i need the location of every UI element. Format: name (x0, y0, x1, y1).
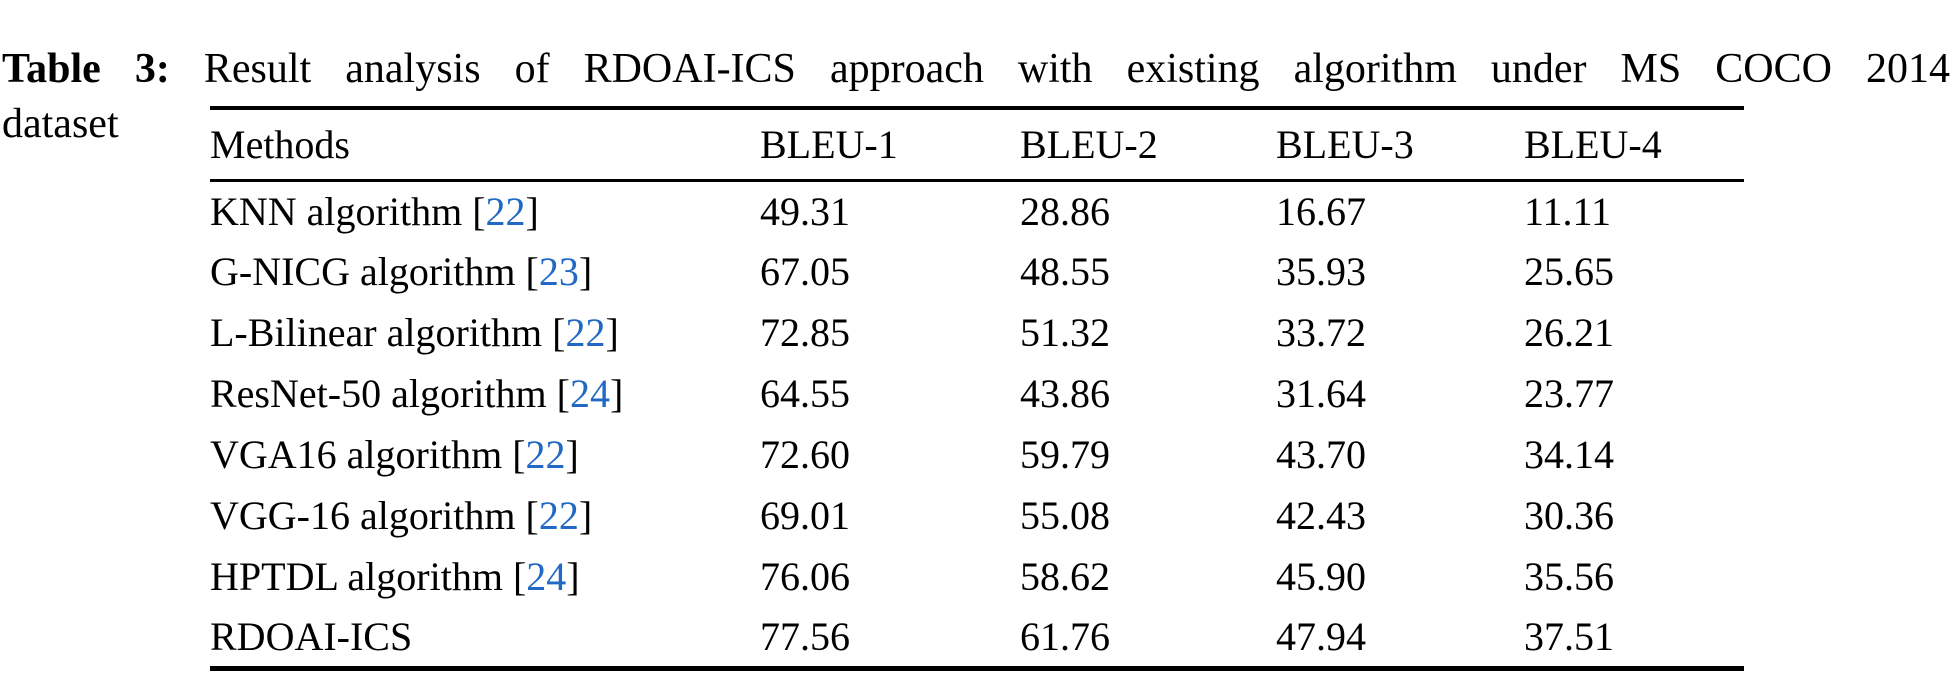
method-cell: VGA16 algorithm [22] (210, 424, 760, 485)
cell-value: 25.65 (1524, 249, 1614, 294)
cell-value: 58.62 (1020, 554, 1110, 599)
citation-link[interactable]: 22 (565, 310, 606, 355)
method-name: RDOAI-ICS (210, 613, 413, 659)
table-row: L-Bilinear algorithm [22] 72.85 51.32 33.72… (210, 302, 1744, 363)
cell-value: 31.64 (1276, 371, 1366, 416)
col-header-bleu-3: BLEU-3 (1276, 108, 1524, 182)
citation-link[interactable]: 24 (569, 371, 610, 416)
col-header-bleu-1: BLEU-1 (760, 108, 1020, 182)
cell-value: 59.79 (1020, 432, 1110, 477)
cell-value: 45.90 (1276, 554, 1366, 599)
citation: [24] (546, 371, 624, 416)
cell-value: 33.72 (1276, 310, 1366, 355)
caption-label: Table 3: (2, 46, 170, 92)
cell-value: 55.08 (1020, 493, 1110, 538)
cell-value: 72.85 (760, 310, 850, 355)
table-row: G-NICG algorithm [23] 67.05 48.55 35.93 25.6… (210, 241, 1744, 302)
citation: [22] (502, 432, 579, 477)
cell-value: 69.01 (760, 493, 850, 538)
cell-value: 48.55 (1020, 249, 1110, 294)
method-cell: L-Bilinear algorithm [22] (210, 302, 760, 363)
table-header-row: Methods BLEU-1 BLEU-2 BLEU-3 BLEU-4 (210, 108, 1744, 182)
cell-value: 72.60 (760, 432, 850, 477)
cell-value: 37.51 (1524, 613, 1614, 659)
citation-link[interactable]: 24 (526, 554, 567, 599)
cell-value: 76.06 (760, 554, 850, 599)
citation: [23] (515, 249, 593, 294)
cell-value: 43.86 (1020, 371, 1110, 416)
method-name: HPTDL algorithm (210, 554, 503, 599)
citation-link[interactable]: 23 (538, 249, 579, 294)
citation-link[interactable]: 22 (538, 493, 579, 538)
method-name: G-NICG algorithm (210, 249, 516, 294)
caption-text: Result analysis of RDOAI-ICS approach wi… (203, 46, 1950, 92)
cell-value: 42.43 (1276, 493, 1366, 538)
cell-value: 30.36 (1524, 493, 1614, 538)
method-cell: VGG-16 algorithm [22] (210, 485, 760, 546)
method-name: VGG-16 algorithm (210, 493, 516, 538)
cell-value: 61.76 (1020, 613, 1110, 659)
caption-line-2: dataset (2, 101, 119, 147)
cell-value: 26.21 (1524, 310, 1614, 355)
cell-value: 11.11 (1524, 188, 1612, 234)
method-name: L-Bilinear algorithm (210, 310, 543, 355)
table-row: ResNet-50 algorithm [24] 64.55 43.86 31.64 2… (210, 363, 1744, 424)
method-name: VGA16 algorithm (210, 432, 503, 477)
table-row: HPTDL algorithm [24] 76.06 58.62 45.90 35.56 (210, 546, 1744, 607)
cell-value: 35.56 (1524, 554, 1614, 599)
cell-value: 16.67 (1276, 188, 1366, 234)
cell-value: 77.56 (760, 613, 850, 659)
citation: [24] (502, 554, 580, 599)
col-header-methods: Methods (210, 108, 760, 182)
results-table-area: Methods BLEU-1 BLEU-2 BLEU-3 BLEU-4 KNN algo… (210, 106, 1744, 671)
method-name: ResNet-50 algorithm (210, 371, 547, 416)
table-row: KNN algorithm [22] 49.31 28.86 16.67 11.11 (210, 180, 1744, 241)
cell-value: 35.93 (1276, 249, 1366, 294)
cell-value: 49.31 (760, 188, 850, 234)
col-header-bleu-4: BLEU-4 (1524, 108, 1744, 182)
cell-value: 47.94 (1276, 613, 1366, 659)
caption-line-1: Table 3: Result analysis of RDOAI-ICS ap… (0, 42, 1954, 97)
table-row: VGG-16 algorithm [22] 69.01 55.08 42.43 30.3… (210, 485, 1744, 546)
method-cell: RDOAI-ICS (210, 607, 760, 668)
results-table: Methods BLEU-1 BLEU-2 BLEU-3 BLEU-4 KNN algo… (210, 106, 1744, 671)
method-cell: G-NICG algorithm [23] (210, 241, 760, 302)
table-row: VGA16 algorithm [22] 72.60 59.79 43.70 34.14 (210, 424, 1744, 485)
cell-value: 67.05 (760, 249, 850, 294)
table-row: RDOAI-ICS 77.56 61.76 47.94 37.51 (210, 607, 1744, 668)
cell-value: 51.32 (1020, 310, 1110, 355)
cell-value: 23.77 (1524, 371, 1614, 416)
method-cell: KNN algorithm [22] (210, 180, 760, 241)
citation-link[interactable]: 22 (485, 188, 526, 234)
cell-value: 64.55 (760, 371, 850, 416)
table-caption: Table 3: Result analysis of RDOAI-ICS ap… (0, 42, 1954, 152)
cell-value: 34.14 (1524, 432, 1614, 477)
method-cell: HPTDL algorithm [24] (210, 546, 760, 607)
citation: [22] (542, 310, 619, 355)
citation: [22] (515, 493, 593, 538)
method-name: KNN algorithm (210, 188, 463, 234)
citation: [22] (462, 188, 539, 234)
method-cell: ResNet-50 algorithm [24] (210, 363, 760, 424)
citation-link[interactable]: 22 (525, 432, 566, 477)
cell-value: 43.70 (1276, 432, 1366, 477)
col-header-bleu-2: BLEU-2 (1020, 108, 1276, 182)
cell-value: 28.86 (1020, 188, 1110, 234)
